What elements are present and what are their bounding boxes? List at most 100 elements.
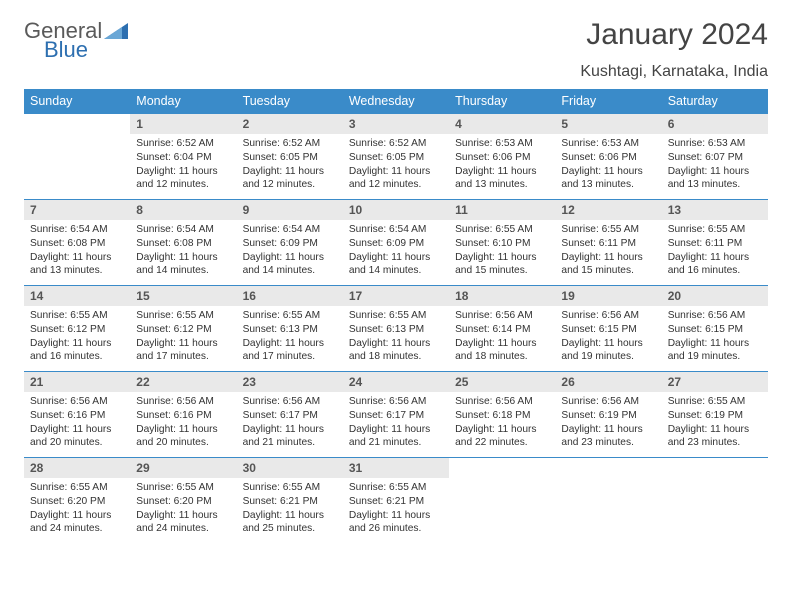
calendar-day-cell: 7Sunrise: 6:54 AMSunset: 6:08 PMDaylight…: [24, 199, 130, 285]
daynum-bar: 25: [449, 371, 555, 392]
daylight-line: Daylight: 11 hours and 12 minutes.: [349, 165, 443, 193]
calendar-table: SundayMondayTuesdayWednesdayThursdayFrid…: [24, 89, 768, 543]
sunrise-line: Sunrise: 6:55 AM: [243, 309, 337, 323]
calendar-day-cell: 29Sunrise: 6:55 AMSunset: 6:20 PMDayligh…: [130, 457, 236, 543]
daynum-bar: 17: [343, 285, 449, 306]
day-details: Sunrise: 6:56 AMSunset: 6:14 PMDaylight:…: [449, 306, 555, 370]
daylight-line: Daylight: 11 hours and 21 minutes.: [349, 423, 443, 451]
sunrise-line: Sunrise: 6:55 AM: [30, 481, 124, 495]
day-details: Sunrise: 6:56 AMSunset: 6:18 PMDaylight:…: [449, 392, 555, 456]
day-details: Sunrise: 6:55 AMSunset: 6:19 PMDaylight:…: [662, 392, 768, 456]
calendar-day-cell: 5Sunrise: 6:53 AMSunset: 6:06 PMDaylight…: [555, 113, 661, 199]
calendar-day-cell: [24, 113, 130, 199]
daynum-bar: 23: [237, 371, 343, 392]
day-details: Sunrise: 6:55 AMSunset: 6:12 PMDaylight:…: [24, 306, 130, 370]
day-details: Sunrise: 6:52 AMSunset: 6:05 PMDaylight:…: [343, 134, 449, 198]
day-details: Sunrise: 6:52 AMSunset: 6:05 PMDaylight:…: [237, 134, 343, 198]
sunrise-line: Sunrise: 6:53 AM: [668, 137, 762, 151]
daylight-line: Daylight: 11 hours and 18 minutes.: [455, 337, 549, 365]
daynum-bar: 30: [237, 457, 343, 478]
daylight-line: Daylight: 11 hours and 13 minutes.: [561, 165, 655, 193]
calendar-day-cell: 8Sunrise: 6:54 AMSunset: 6:08 PMDaylight…: [130, 199, 236, 285]
daylight-line: Daylight: 11 hours and 18 minutes.: [349, 337, 443, 365]
daynum-bar: 1: [130, 113, 236, 134]
daynum-bar: 19: [555, 285, 661, 306]
sunset-line: Sunset: 6:07 PM: [668, 151, 762, 165]
sunrise-line: Sunrise: 6:55 AM: [243, 481, 337, 495]
day-details: Sunrise: 6:56 AMSunset: 6:15 PMDaylight:…: [662, 306, 768, 370]
daylight-line: Daylight: 11 hours and 25 minutes.: [243, 509, 337, 537]
sunrise-line: Sunrise: 6:52 AM: [136, 137, 230, 151]
daynum-bar: 4: [449, 113, 555, 134]
calendar-day-cell: 1Sunrise: 6:52 AMSunset: 6:04 PMDaylight…: [130, 113, 236, 199]
day-details: Sunrise: 6:56 AMSunset: 6:15 PMDaylight:…: [555, 306, 661, 370]
calendar-day-cell: 15Sunrise: 6:55 AMSunset: 6:12 PMDayligh…: [130, 285, 236, 371]
sunset-line: Sunset: 6:05 PM: [243, 151, 337, 165]
calendar-day-cell: 14Sunrise: 6:55 AMSunset: 6:12 PMDayligh…: [24, 285, 130, 371]
sunset-line: Sunset: 6:17 PM: [243, 409, 337, 423]
sunrise-line: Sunrise: 6:53 AM: [561, 137, 655, 151]
day-details: Sunrise: 6:55 AMSunset: 6:13 PMDaylight:…: [237, 306, 343, 370]
daylight-line: Daylight: 11 hours and 14 minutes.: [349, 251, 443, 279]
sunrise-line: Sunrise: 6:56 AM: [561, 395, 655, 409]
day-details: Sunrise: 6:56 AMSunset: 6:16 PMDaylight:…: [24, 392, 130, 456]
sunset-line: Sunset: 6:21 PM: [243, 495, 337, 509]
day-details: Sunrise: 6:54 AMSunset: 6:09 PMDaylight:…: [343, 220, 449, 284]
day-details: Sunrise: 6:55 AMSunset: 6:21 PMDaylight:…: [237, 478, 343, 542]
calendar-day-cell: 30Sunrise: 6:55 AMSunset: 6:21 PMDayligh…: [237, 457, 343, 543]
daynum-bar: 24: [343, 371, 449, 392]
calendar-day-cell: 12Sunrise: 6:55 AMSunset: 6:11 PMDayligh…: [555, 199, 661, 285]
daynum-bar-empty: [662, 457, 768, 475]
daynum-bar: 3: [343, 113, 449, 134]
calendar-day-cell: 18Sunrise: 6:56 AMSunset: 6:14 PMDayligh…: [449, 285, 555, 371]
daynum-bar: 7: [24, 199, 130, 220]
sunset-line: Sunset: 6:16 PM: [136, 409, 230, 423]
sunrise-line: Sunrise: 6:55 AM: [349, 309, 443, 323]
daylight-line: Daylight: 11 hours and 13 minutes.: [668, 165, 762, 193]
daynum-bar: 13: [662, 199, 768, 220]
day-details: Sunrise: 6:55 AMSunset: 6:11 PMDaylight:…: [662, 220, 768, 284]
day-details: Sunrise: 6:54 AMSunset: 6:09 PMDaylight:…: [237, 220, 343, 284]
sunrise-line: Sunrise: 6:54 AM: [349, 223, 443, 237]
daynum-bar: 9: [237, 199, 343, 220]
weekday-header: Wednesday: [343, 89, 449, 113]
day-details: Sunrise: 6:54 AMSunset: 6:08 PMDaylight:…: [130, 220, 236, 284]
daylight-line: Daylight: 11 hours and 26 minutes.: [349, 509, 443, 537]
sunrise-line: Sunrise: 6:56 AM: [668, 309, 762, 323]
sunrise-line: Sunrise: 6:55 AM: [349, 481, 443, 495]
day-details: Sunrise: 6:56 AMSunset: 6:16 PMDaylight:…: [130, 392, 236, 456]
daylight-line: Daylight: 11 hours and 17 minutes.: [243, 337, 337, 365]
page-title: January 2024: [586, 18, 768, 51]
sunrise-line: Sunrise: 6:55 AM: [30, 309, 124, 323]
sunset-line: Sunset: 6:15 PM: [561, 323, 655, 337]
calendar-week-row: 14Sunrise: 6:55 AMSunset: 6:12 PMDayligh…: [24, 285, 768, 371]
calendar-day-cell: 9Sunrise: 6:54 AMSunset: 6:09 PMDaylight…: [237, 199, 343, 285]
calendar-day-cell: 19Sunrise: 6:56 AMSunset: 6:15 PMDayligh…: [555, 285, 661, 371]
day-details: Sunrise: 6:55 AMSunset: 6:20 PMDaylight:…: [130, 478, 236, 542]
calendar-day-cell: 16Sunrise: 6:55 AMSunset: 6:13 PMDayligh…: [237, 285, 343, 371]
day-details: Sunrise: 6:53 AMSunset: 6:07 PMDaylight:…: [662, 134, 768, 198]
daynum-bar: 5: [555, 113, 661, 134]
sunrise-line: Sunrise: 6:52 AM: [243, 137, 337, 151]
sunset-line: Sunset: 6:11 PM: [561, 237, 655, 251]
sunrise-line: Sunrise: 6:54 AM: [243, 223, 337, 237]
day-details: Sunrise: 6:56 AMSunset: 6:17 PMDaylight:…: [343, 392, 449, 456]
daylight-line: Daylight: 11 hours and 20 minutes.: [136, 423, 230, 451]
daynum-bar: 6: [662, 113, 768, 134]
calendar-day-cell: 25Sunrise: 6:56 AMSunset: 6:18 PMDayligh…: [449, 371, 555, 457]
sunset-line: Sunset: 6:09 PM: [349, 237, 443, 251]
calendar-day-cell: 2Sunrise: 6:52 AMSunset: 6:05 PMDaylight…: [237, 113, 343, 199]
sunrise-line: Sunrise: 6:55 AM: [136, 481, 230, 495]
day-details: Sunrise: 6:52 AMSunset: 6:04 PMDaylight:…: [130, 134, 236, 198]
sunrise-line: Sunrise: 6:55 AM: [668, 395, 762, 409]
sunrise-line: Sunrise: 6:54 AM: [30, 223, 124, 237]
sunset-line: Sunset: 6:21 PM: [349, 495, 443, 509]
location-subtitle: Kushtagi, Karnataka, India: [24, 63, 768, 81]
daynum-bar-empty: [24, 113, 130, 131]
sunset-line: Sunset: 6:12 PM: [136, 323, 230, 337]
daylight-line: Daylight: 11 hours and 15 minutes.: [455, 251, 549, 279]
sunset-line: Sunset: 6:19 PM: [561, 409, 655, 423]
daynum-bar: 12: [555, 199, 661, 220]
weekday-header: Saturday: [662, 89, 768, 113]
daynum-bar: 2: [237, 113, 343, 134]
